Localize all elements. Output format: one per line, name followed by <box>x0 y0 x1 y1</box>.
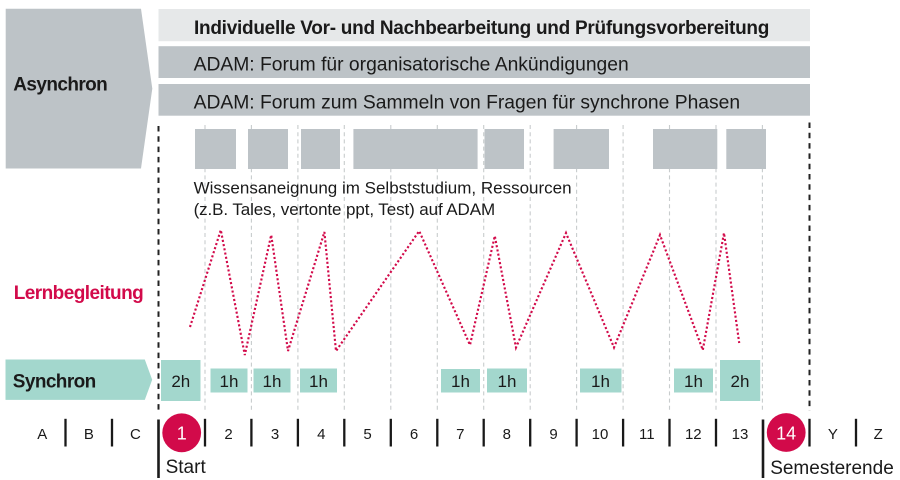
svg-text:Start: Start <box>166 457 207 478</box>
svg-text:1h: 1h <box>451 372 470 391</box>
svg-text:8: 8 <box>503 426 511 443</box>
svg-text:1h: 1h <box>220 372 239 391</box>
svg-text:7: 7 <box>456 426 464 443</box>
svg-text:1h: 1h <box>498 372 517 391</box>
svg-text:3: 3 <box>271 426 279 443</box>
svg-text:Y: Y <box>828 426 838 443</box>
svg-text:13: 13 <box>732 426 749 443</box>
svg-text:C: C <box>130 426 141 443</box>
svg-text:ADAM: Forum für organisatorisc: ADAM: Forum für organisatorische Ankündi… <box>194 54 629 75</box>
svg-text:1h: 1h <box>309 372 328 391</box>
svg-text:2: 2 <box>224 426 232 443</box>
svg-text:12: 12 <box>685 426 702 443</box>
svg-text:9: 9 <box>549 426 557 443</box>
svg-text:14: 14 <box>776 424 796 444</box>
svg-text:Wissensaneignung im Selbststud: Wissensaneignung im Selbststudium, Resso… <box>194 178 572 197</box>
svg-text:5: 5 <box>363 426 371 443</box>
svg-text:ADAM: Forum zum Sammeln von Fr: ADAM: Forum zum Sammeln von Fragen für s… <box>194 93 741 114</box>
svg-text:1h: 1h <box>263 372 282 391</box>
svg-text:Z: Z <box>874 426 883 443</box>
svg-text:B: B <box>84 426 94 443</box>
svg-text:Asynchron: Asynchron <box>13 75 107 96</box>
svg-text:1h: 1h <box>684 372 703 391</box>
svg-text:4: 4 <box>317 426 325 443</box>
svg-text:Individuelle Vor- und Nachbear: Individuelle Vor- und Nachbearbeitung un… <box>194 18 769 39</box>
svg-text:11: 11 <box>639 426 655 443</box>
svg-text:1: 1 <box>177 424 187 444</box>
svg-text:1h: 1h <box>591 372 610 391</box>
svg-text:Lernbegleitung: Lernbegleitung <box>14 283 144 304</box>
svg-text:(z.B. Tales, vertonte ppt, Tes: (z.B. Tales, vertonte ppt, Test) auf ADA… <box>194 200 495 219</box>
svg-text:Semesterende: Semesterende <box>770 458 894 479</box>
svg-text:A: A <box>37 426 47 443</box>
svg-text:2h: 2h <box>171 372 190 391</box>
svg-text:10: 10 <box>592 426 609 443</box>
svg-text:Synchron: Synchron <box>13 372 96 393</box>
svg-text:2h: 2h <box>731 372 750 391</box>
svg-text:6: 6 <box>410 426 418 443</box>
